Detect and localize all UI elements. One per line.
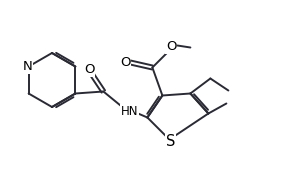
Text: HN: HN (121, 105, 138, 118)
Text: O: O (84, 63, 95, 76)
Text: S: S (166, 134, 175, 149)
Text: N: N (23, 60, 33, 73)
Text: O: O (166, 40, 177, 53)
Text: O: O (120, 56, 131, 69)
